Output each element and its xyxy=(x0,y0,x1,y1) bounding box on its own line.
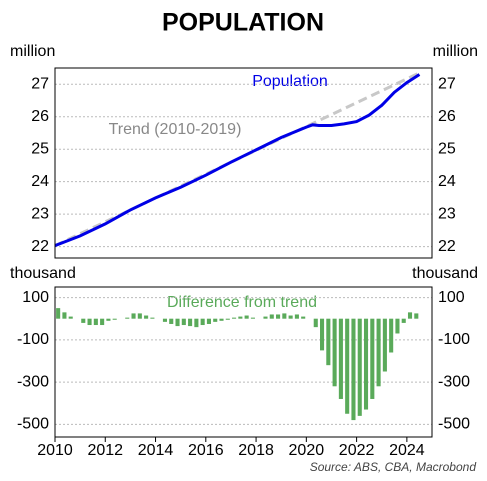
y-tick-label: 24 xyxy=(438,173,456,190)
x-tick-label: 2020 xyxy=(289,442,325,459)
bar xyxy=(269,314,274,319)
bar xyxy=(238,316,243,319)
bar xyxy=(131,313,136,319)
bar xyxy=(294,314,299,319)
x-tick-label: 2022 xyxy=(339,442,375,459)
y-tick-label: 27 xyxy=(31,75,49,92)
y-tick-label: 22 xyxy=(438,238,456,255)
y-tick-label: -300 xyxy=(438,373,470,390)
bar xyxy=(357,318,362,416)
x-tick-label: 2016 xyxy=(188,442,224,459)
bar xyxy=(106,318,111,321)
bar xyxy=(276,314,281,319)
bar xyxy=(181,318,186,326)
y-tick-label: -100 xyxy=(438,331,470,348)
bar xyxy=(389,318,394,353)
bar xyxy=(62,312,67,319)
bar xyxy=(332,318,337,387)
bar xyxy=(150,317,155,319)
y-tick-label: 27 xyxy=(438,75,456,92)
bar xyxy=(232,317,237,319)
bar xyxy=(68,316,73,319)
bar xyxy=(263,316,268,319)
bar xyxy=(282,313,287,319)
bar xyxy=(401,318,406,323)
bar xyxy=(351,318,356,421)
y-tick-label: 26 xyxy=(438,108,456,125)
line xyxy=(54,73,421,248)
annotation: Trend (2010-2019) xyxy=(109,121,242,138)
plot-frame xyxy=(54,67,433,259)
bar xyxy=(162,318,168,322)
y-axis-label: thousand xyxy=(10,265,76,282)
bar xyxy=(125,317,130,319)
bar xyxy=(288,315,293,319)
bar xyxy=(56,308,61,319)
bar xyxy=(213,318,218,322)
bar xyxy=(370,318,375,399)
bar xyxy=(93,318,98,326)
y-tick-label: 100 xyxy=(22,289,49,306)
y-tick-label: -500 xyxy=(17,416,49,433)
y-tick-label: 24 xyxy=(31,173,49,190)
y-tick-label: 100 xyxy=(438,289,465,306)
annotation: Difference from trend xyxy=(167,294,317,311)
bar xyxy=(87,318,92,326)
bar xyxy=(376,318,381,387)
bar xyxy=(382,318,387,372)
bar xyxy=(188,318,193,327)
bar xyxy=(414,313,419,319)
bar xyxy=(137,313,142,319)
x-tick-label: 2014 xyxy=(138,442,174,459)
bar xyxy=(320,318,325,351)
y-axis-label: million xyxy=(10,43,55,60)
y-tick-label: -500 xyxy=(438,416,470,433)
bar xyxy=(144,315,149,319)
y-tick-label: -100 xyxy=(17,331,49,348)
bar xyxy=(175,318,180,327)
bar xyxy=(301,316,306,319)
bar xyxy=(345,318,350,414)
y-axis-label: thousand xyxy=(412,265,478,282)
y-tick-label: 25 xyxy=(438,140,456,157)
bar xyxy=(244,315,249,319)
y-tick-label: 22 xyxy=(31,238,49,255)
bar xyxy=(100,318,105,326)
bar xyxy=(81,318,86,323)
y-tick-label: 23 xyxy=(438,205,456,222)
bar xyxy=(225,318,230,320)
bar xyxy=(326,318,331,366)
bar xyxy=(206,318,211,324)
bar xyxy=(169,318,174,324)
y-tick-label: -300 xyxy=(17,373,49,390)
y-tick-label: 23 xyxy=(31,205,49,222)
bar xyxy=(250,317,255,319)
bar xyxy=(112,318,117,320)
x-tick-label: 2018 xyxy=(238,442,274,459)
y-axis-label: million xyxy=(433,43,478,60)
bar xyxy=(338,318,343,399)
chart-title: POPULATION xyxy=(162,9,324,37)
x-tick-label: 2012 xyxy=(87,442,123,459)
y-tick-label: 26 xyxy=(31,108,49,125)
annotation: Population xyxy=(252,73,328,90)
bar xyxy=(313,318,318,328)
plot-frame xyxy=(54,286,433,438)
x-tick-label: 2010 xyxy=(37,442,73,459)
bar xyxy=(395,318,400,334)
bar xyxy=(194,318,199,328)
source: Source: ABS, CBA, Macrobond xyxy=(310,460,477,474)
bar xyxy=(363,318,369,410)
y-tick-label: 25 xyxy=(31,140,49,157)
bar xyxy=(407,312,413,319)
x-tick-label: 2024 xyxy=(389,442,425,459)
bar xyxy=(200,318,205,326)
bar xyxy=(219,318,224,321)
